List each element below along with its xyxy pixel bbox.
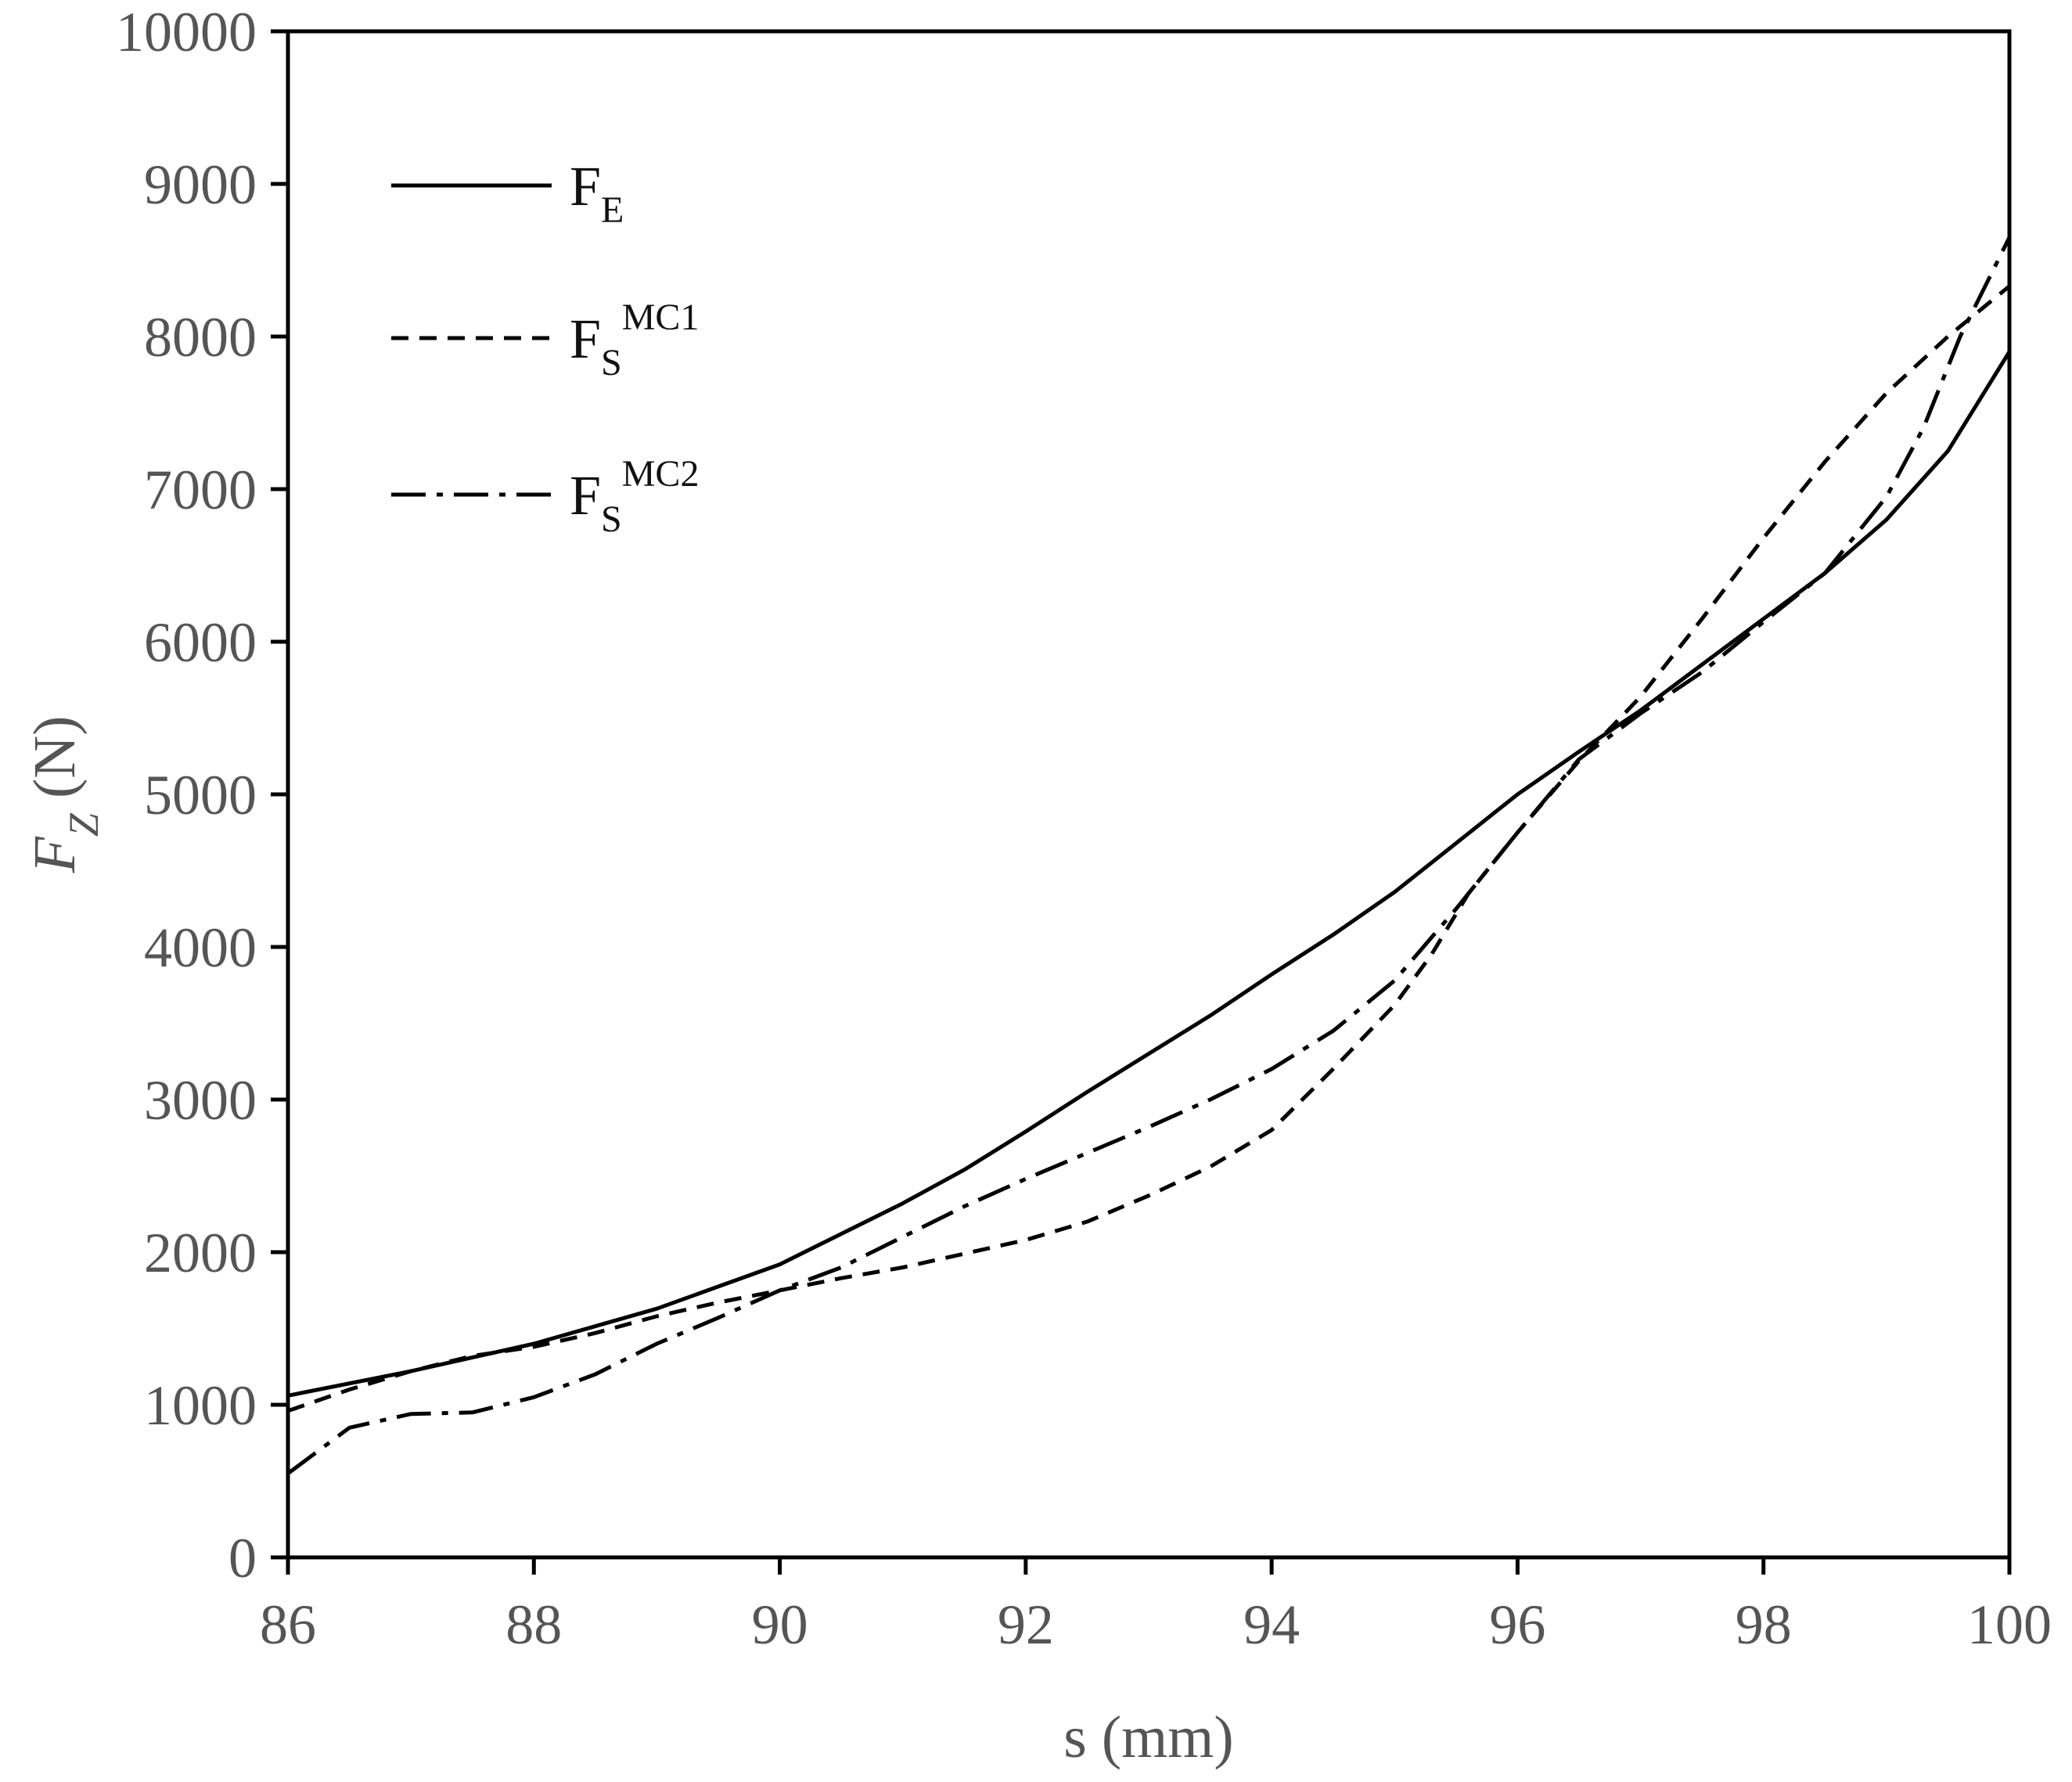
y-tick-label: 10000 [116, 1, 257, 63]
series-layer [286, 236, 2012, 1475]
x-axis-title: s (mm) [1063, 1705, 1233, 1770]
x-tick-label: 90 [752, 1593, 808, 1656]
legend-label-sub: E [601, 189, 624, 231]
legend-label-main: F [570, 464, 601, 527]
y-axis-title-main: F [22, 836, 88, 874]
legend-label-sup: MC1 [622, 297, 700, 338]
ticks-layer: 86 88 90 92 94 96 98 10001000200030004000500060… [116, 1, 2052, 1656]
y-tick-label: 9000 [144, 153, 257, 216]
y-axis-title-sub: Z [60, 812, 107, 837]
x-tick-label: 92 [998, 1593, 1054, 1656]
y-tick-label: 2000 [144, 1222, 257, 1284]
legend-label-1: FE [570, 155, 624, 231]
legend-label-sub: S [601, 342, 622, 383]
legend-label-3: FSMC2 [570, 453, 699, 540]
y-tick-label: 0 [228, 1527, 257, 1589]
series-line-2 [287, 284, 2011, 1413]
legend-label-main: F [570, 308, 601, 370]
legend-label-main: F [570, 155, 601, 218]
legend-label-2: FSMC1 [570, 297, 699, 383]
y-tick-label: 8000 [144, 306, 257, 369]
x-tick-label: 86 [260, 1593, 316, 1656]
x-tick-label: 96 [1489, 1593, 1545, 1656]
y-tick-label: 4000 [144, 916, 257, 979]
x-tick-label: 88 [505, 1593, 562, 1656]
x-tick-label: 100 [1967, 1593, 2052, 1656]
axes-layer [286, 29, 2012, 1560]
y-tick-label: 3000 [144, 1069, 257, 1132]
legend-label-sub: S [601, 499, 622, 540]
x-tick-label: 98 [1736, 1593, 1792, 1656]
x-tick-label: 94 [1243, 1593, 1300, 1656]
y-tick-label: 6000 [144, 611, 257, 674]
series-line-1 [287, 351, 2012, 1398]
y-tick-label: 5000 [144, 764, 257, 826]
y-axis-title: FZ (N) [22, 716, 107, 874]
y-tick-label: 7000 [144, 459, 257, 521]
legend-label-sup: MC2 [622, 453, 700, 495]
y-tick-label: 1000 [144, 1374, 257, 1437]
plot-frame [286, 29, 2012, 1560]
series-line-3 [286, 236, 2012, 1475]
y-axis-title-unit: (N) [22, 716, 88, 814]
